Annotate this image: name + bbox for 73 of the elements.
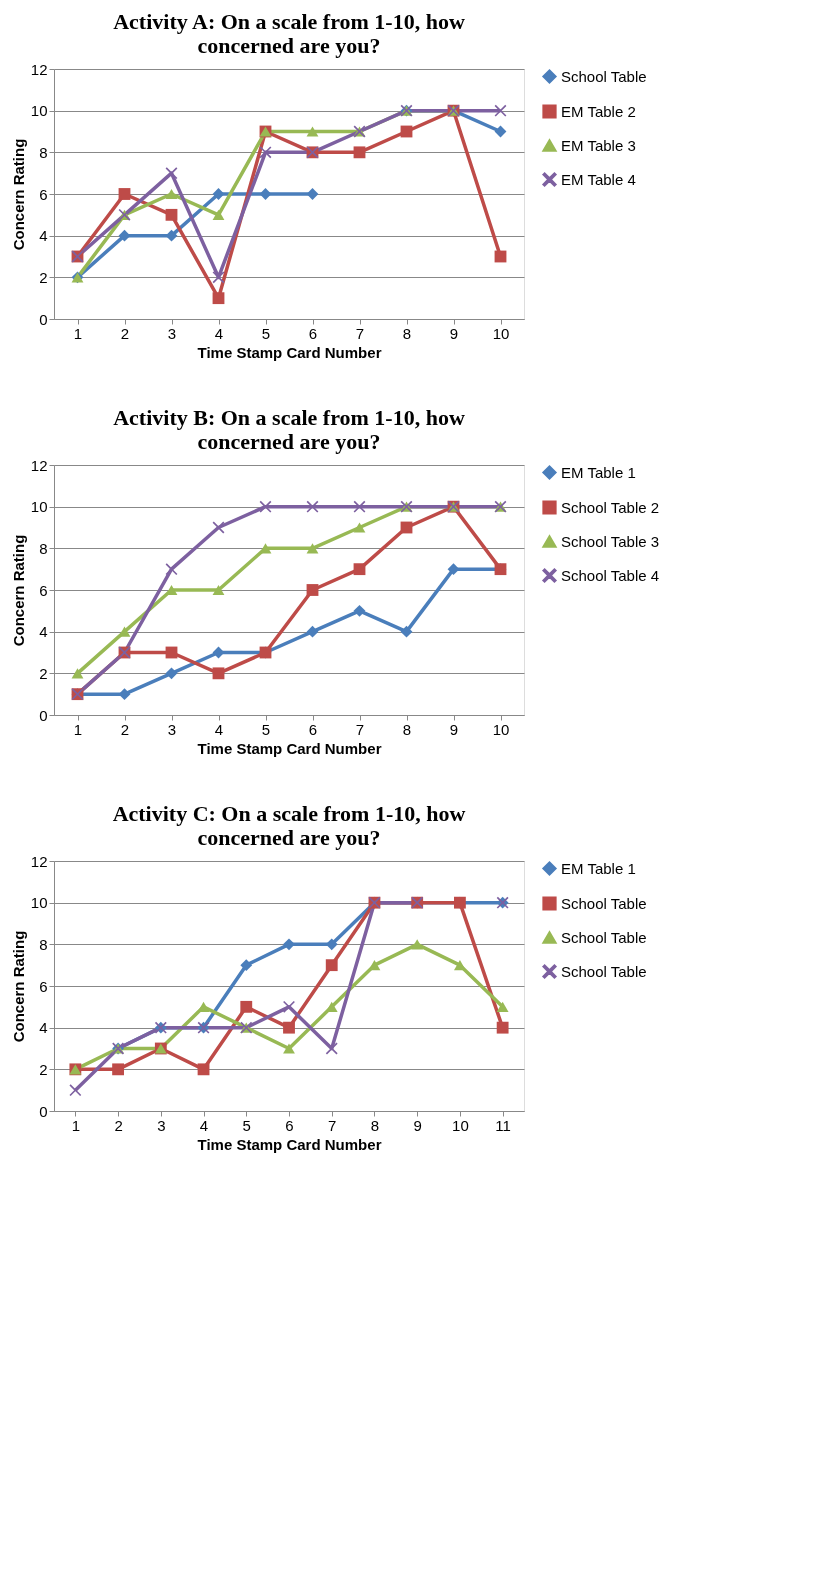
x-tick-label: 10: [492, 324, 510, 342]
x-tick-label: 9: [413, 1116, 422, 1134]
legend-label: School Table: [561, 928, 647, 946]
y-tick-label: 4: [39, 623, 48, 641]
y-axis-title: Concern Rating: [9, 138, 27, 251]
y-tick-label: 12: [30, 852, 48, 870]
x-tick-label: 5: [261, 324, 271, 342]
x-tick-label: 1: [73, 324, 83, 342]
x-tick-label: 11: [495, 1116, 511, 1134]
legend-label: School Table: [561, 894, 647, 912]
y-tick-label: 6: [39, 581, 48, 599]
x-axis-title: Time Stamp Card Number: [197, 1135, 382, 1153]
x-tick-label: 8: [402, 324, 412, 342]
y-tick-label: 0: [39, 1102, 48, 1120]
y-axis-title: Concern Rating: [9, 930, 27, 1043]
x-tick-label: 3: [157, 1116, 166, 1134]
x-tick-label: 9: [449, 324, 459, 342]
x-axis-title: Time Stamp Card Number: [197, 739, 382, 757]
x-tick-label: 4: [214, 324, 224, 342]
y-tick-label: 6: [39, 977, 48, 995]
x-tick-label: 7: [355, 720, 365, 738]
y-tick-label: 4: [39, 1019, 48, 1037]
y-tick-label: 10: [30, 894, 48, 912]
x-tick-label: 2: [120, 720, 130, 738]
chart-title: Activity C: On a scale from 1-10, how concerned are you?: [112, 801, 466, 850]
y-tick-label: 8: [39, 143, 48, 161]
chart-title: Activity B: On a scale from 1-10, how concerned are you?: [113, 405, 465, 454]
legend-label: School Table 4: [561, 566, 660, 584]
legend-label: School Table 2: [561, 498, 660, 516]
x-tick-label: 6: [308, 324, 318, 342]
x-tick-label: 8: [402, 720, 412, 738]
x-tick-label: 1: [71, 1116, 81, 1134]
y-tick-label: 2: [39, 268, 48, 286]
legend-label: School Table: [561, 67, 647, 85]
y-tick-label: 0: [39, 310, 48, 328]
y-tick-label: 2: [39, 1060, 48, 1078]
x-tick-label: 6: [308, 720, 318, 738]
y-tick-label: 6: [39, 185, 48, 203]
legend-label: EM Table 2: [561, 102, 636, 120]
y-tick-label: 4: [39, 227, 48, 245]
legend-label: EM Table 4: [561, 170, 636, 188]
y-tick-label: 10: [30, 498, 48, 516]
x-tick-label: 7: [328, 1116, 337, 1134]
legend-label: EM Table 1: [561, 859, 636, 877]
x-tick-label: 1: [73, 720, 83, 738]
x-tick-label: 8: [370, 1116, 380, 1134]
x-tick-label: 2: [114, 1116, 123, 1134]
legend-label: EM Table 3: [561, 136, 636, 154]
y-tick-label: 12: [30, 456, 48, 474]
x-tick-label: 10: [492, 720, 510, 738]
x-tick-label: 6: [285, 1116, 294, 1134]
x-tick-label: 3: [167, 720, 177, 738]
y-tick-label: 2: [39, 664, 48, 682]
x-tick-label: 4: [214, 720, 224, 738]
x-tick-label: 5: [242, 1116, 251, 1134]
y-axis-title: Concern Rating: [9, 534, 27, 647]
chart-title: Activity A: On a scale from 1-10, how concerned are you?: [113, 9, 465, 58]
x-axis-title: Time Stamp Card Number: [197, 343, 382, 361]
y-tick-label: 10: [30, 102, 48, 120]
x-tick-label: 10: [452, 1116, 469, 1134]
x-tick-label: 5: [261, 720, 271, 738]
y-tick-label: 8: [39, 935, 48, 953]
x-tick-label: 7: [355, 324, 365, 342]
y-tick-label: 12: [30, 60, 48, 78]
y-tick-label: 0: [39, 706, 48, 724]
legend-label: School Table: [561, 962, 647, 980]
x-tick-label: 2: [120, 324, 130, 342]
x-tick-label: 9: [449, 720, 459, 738]
legend-label: School Table 3: [561, 532, 660, 550]
x-tick-label: 4: [199, 1116, 209, 1134]
legend-label: EM Table 1: [561, 463, 636, 481]
y-tick-label: 8: [39, 539, 48, 557]
x-tick-label: 3: [167, 324, 177, 342]
